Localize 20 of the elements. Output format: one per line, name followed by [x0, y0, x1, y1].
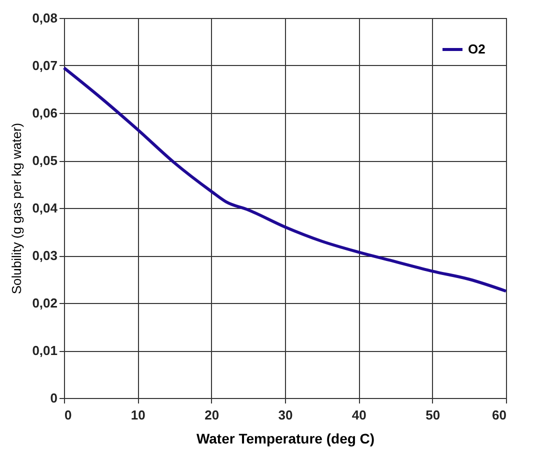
y-tick-label: 0,04: [32, 200, 58, 216]
x-tick-label: 40: [352, 408, 366, 422]
y-tick-label: 0,06: [32, 106, 58, 120]
x-tick-label: 0: [64, 408, 72, 422]
x-tick-label: 10: [130, 408, 146, 422]
legend-label: O2: [468, 42, 486, 56]
y-tick-label: 0,02: [32, 296, 58, 310]
x-tick-label: 50: [426, 408, 440, 422]
y-tick-label: 0,05: [32, 153, 58, 168]
y-tick-label: 0,07: [32, 58, 58, 73]
y-tick-label: 0,03: [32, 248, 58, 263]
x-tick-label: 60: [492, 408, 506, 422]
line-series: [62, 66, 508, 293]
y-tick-label: 0: [50, 390, 58, 406]
x-axis-title: Water Temperature (deg C): [196, 430, 375, 446]
x-tick-label: 20: [204, 408, 220, 422]
y-tick-label: 0,01: [32, 343, 58, 358]
y-tick-label: 0,08: [32, 10, 58, 26]
x-tick-label: 30: [278, 408, 293, 422]
y-axis-title: Solubility (g gas per kg water): [9, 122, 24, 294]
